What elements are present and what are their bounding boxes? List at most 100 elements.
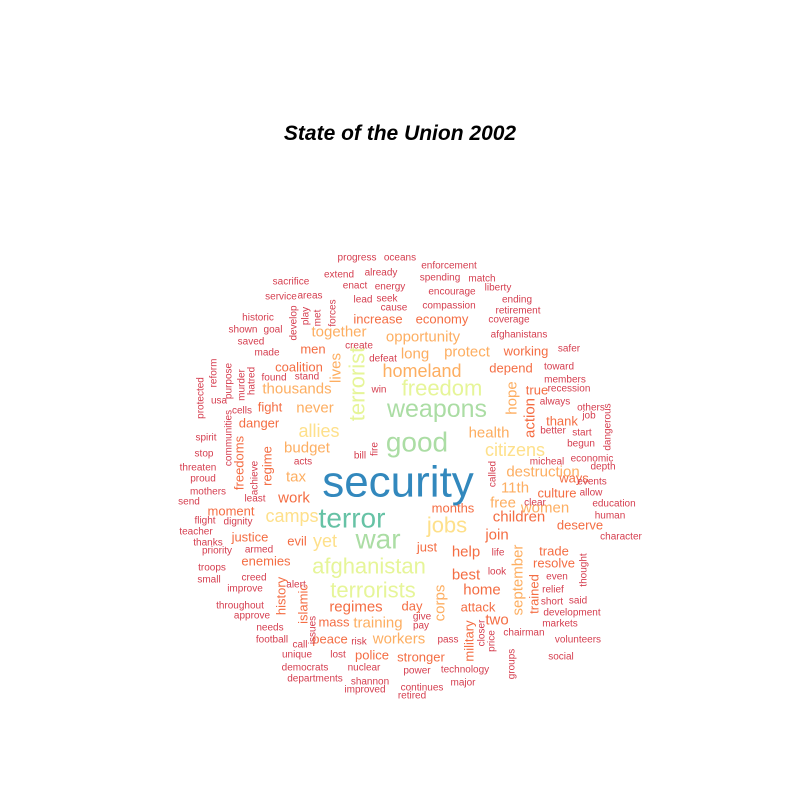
word-enemies: enemies [241, 554, 291, 569]
word-usa: usa [211, 396, 228, 407]
word-lost: lost [330, 650, 346, 661]
word-called: called [488, 461, 499, 487]
word-communities: communities [224, 410, 235, 466]
word-education: education [592, 499, 635, 510]
word-pay: pay [413, 621, 429, 632]
word-sacrifice: sacrifice [273, 277, 310, 288]
word-approve: approve [234, 611, 271, 622]
word-small: small [197, 575, 220, 586]
word-corps: corps [432, 585, 449, 622]
word-working: working [503, 344, 549, 359]
word-extend: extend [324, 270, 354, 281]
word-major: major [450, 678, 476, 689]
word-look: look [488, 567, 507, 578]
word-met: met [313, 309, 324, 326]
word-reform: reform [209, 359, 220, 388]
word-never: never [296, 400, 334, 417]
word-events: events [577, 477, 606, 488]
word-social: social [548, 652, 574, 663]
word-improve: improve [227, 584, 263, 595]
word-found: found [261, 373, 286, 384]
word-power: power [403, 666, 431, 677]
word-liberty: liberty [485, 283, 512, 294]
word-priority: priority [202, 546, 232, 557]
word-hope: hope [504, 381, 521, 414]
word-depend: depend [489, 361, 532, 376]
word-attack: attack [461, 600, 496, 615]
word-regimes: regimes [329, 599, 382, 616]
word-tax: tax [286, 469, 307, 486]
word-spirit: spirit [195, 433, 216, 444]
word-proud: proud [190, 474, 216, 485]
word-start: start [572, 428, 592, 439]
word-departments: departments [287, 674, 343, 685]
word-training: training [353, 615, 402, 632]
word-even: even [546, 572, 568, 583]
word-stronger: stronger [397, 650, 445, 665]
word-better: better [540, 426, 566, 437]
word-already: already [365, 268, 398, 279]
word-dignity: dignity [224, 517, 253, 528]
word-murder: murder [237, 368, 248, 400]
word-forces: forces [328, 299, 339, 326]
word-oceans: oceans [384, 253, 416, 264]
word-hatred: hatred [247, 367, 258, 395]
word-workers: workers [372, 631, 426, 648]
word-just: just [416, 540, 438, 555]
word-improved: improved [344, 685, 385, 696]
word-flight: flight [194, 516, 215, 527]
word-stop: stop [195, 449, 214, 460]
word-character: character [600, 532, 642, 543]
word-retired: retired [398, 691, 426, 702]
word-volunteers: volunteers [555, 635, 601, 646]
word-unique: unique [282, 650, 312, 661]
word-toward: toward [544, 362, 574, 373]
word-help: help [452, 544, 480, 561]
word-action: action [522, 398, 539, 438]
word-enact: enact [343, 281, 368, 292]
word-threaten: threaten [180, 463, 217, 474]
word-historic: historic [242, 313, 274, 324]
word-teacher: teacher [179, 527, 213, 538]
word-service: service [265, 292, 297, 303]
word-defeat: defeat [369, 354, 397, 365]
word-technology: technology [441, 665, 489, 676]
word-progress: progress [338, 253, 377, 264]
word-justice: justice [231, 530, 269, 545]
word-children: children [493, 509, 546, 526]
word-clear: clear [524, 498, 546, 509]
word-alert: alert [286, 580, 306, 591]
word-good: good [386, 427, 448, 458]
word-development: development [543, 608, 600, 619]
word-needs: needs [256, 623, 283, 634]
word-increase: increase [353, 312, 402, 327]
word-purpose: purpose [224, 362, 235, 399]
word-regime: regime [260, 446, 275, 486]
word-recession: recession [548, 384, 591, 395]
word-ending: ending [502, 295, 532, 306]
word-police: police [355, 648, 389, 663]
word-months: months [432, 501, 475, 516]
word-troops: troops [198, 563, 226, 574]
word-military: military [462, 620, 477, 662]
word-chairman: chairman [503, 628, 544, 639]
word-democrats: democrats [282, 663, 329, 674]
word-compassion: compassion [422, 301, 475, 312]
word-home: home [463, 582, 501, 599]
word-fire: fire [370, 442, 381, 456]
word-lead: lead [354, 295, 373, 306]
word-bill: bill [354, 451, 366, 462]
word-football: football [256, 635, 288, 646]
word-risk: risk [351, 637, 368, 648]
word-human: human [595, 511, 626, 522]
word-acts: acts [294, 457, 312, 468]
word-health: health [469, 425, 510, 442]
word-encourage: encourage [428, 287, 476, 298]
word-war: war [354, 524, 400, 555]
word-afghanistan: afghanistan [312, 554, 426, 579]
word-september: september [510, 545, 527, 616]
word-yet: yet [313, 531, 337, 551]
word-evil: evil [287, 534, 307, 549]
word-budget: budget [284, 440, 331, 457]
